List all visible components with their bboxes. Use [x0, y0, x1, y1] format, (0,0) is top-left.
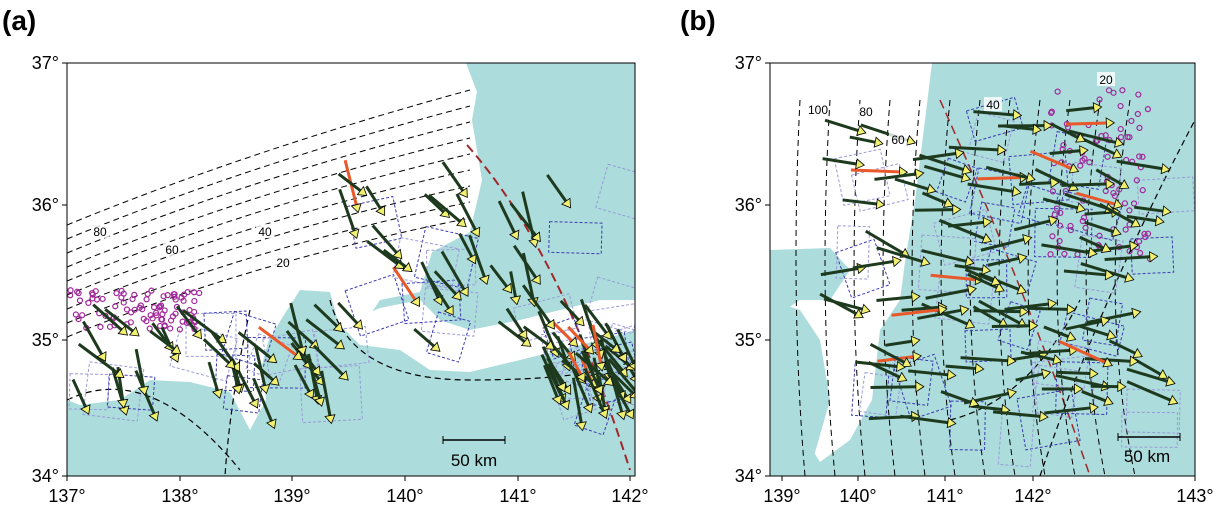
slip-vector	[1027, 308, 1067, 309]
slip-vector	[1019, 183, 1051, 185]
lon-tick-label: 143°	[1176, 486, 1213, 506]
contour-label: 20	[1099, 73, 1113, 87]
lon-tick-label: 138°	[161, 486, 198, 506]
contour-label: 60	[891, 133, 905, 147]
lon-tick-label: 140°	[839, 486, 876, 506]
lat-tick-label: 36°	[735, 195, 762, 215]
lon-tick-label: 141°	[926, 486, 963, 506]
contour-label: 20	[276, 256, 290, 270]
lat-tick-label: 36°	[32, 195, 59, 215]
scale-bar-label: 50 km	[451, 451, 497, 470]
lon-tick-label: 142°	[611, 486, 648, 506]
contour-label: 60	[165, 243, 179, 257]
slip-arrowhead	[637, 394, 646, 403]
lat-tick-label: 37°	[32, 53, 59, 73]
panel-label: (b)	[680, 5, 716, 36]
lat-tick-label: 34°	[735, 466, 762, 486]
panel-a: 50 km (a) 80 60 40 20 37° 36° 35° 34°137° 138° 13…	[2, 5, 659, 506]
panel-b: 50 km (b) 100 80 60 40 20 37° 36° 35° 34°139° 140…	[680, 5, 1214, 506]
contour-label: 40	[258, 225, 272, 239]
contour-label: 80	[93, 225, 107, 239]
lat-tick-label: 34°	[32, 466, 59, 486]
contour-label: 80	[859, 105, 873, 119]
lon-tick-label: 139°	[763, 486, 800, 506]
lat-tick-label: 35°	[735, 330, 762, 350]
slip-vector	[1066, 123, 1106, 124]
slip-vector	[974, 311, 1020, 312]
lon-tick-label: 141°	[499, 486, 536, 506]
slip-vector	[915, 210, 953, 211]
lon-tick-label: 139°	[273, 486, 310, 506]
slip-vector	[871, 387, 916, 388]
slip-vector	[1056, 372, 1090, 373]
lon-tick-label: 137°	[48, 486, 85, 506]
panel-label: (a)	[2, 5, 36, 36]
slip-vector	[977, 178, 1020, 179]
scale-bar-label: 50 km	[1124, 447, 1170, 466]
contour-label: 100	[808, 103, 828, 117]
lat-tick-label: 37°	[735, 53, 762, 73]
slip-vector	[992, 326, 1030, 327]
lat-tick-label: 35°	[32, 330, 59, 350]
lon-tick-label: 140°	[386, 486, 423, 506]
lon-tick-label: 142°	[1014, 486, 1051, 506]
slip-vector	[1061, 184, 1106, 185]
contour-label: 40	[986, 98, 1000, 112]
slip-vector	[851, 170, 900, 172]
